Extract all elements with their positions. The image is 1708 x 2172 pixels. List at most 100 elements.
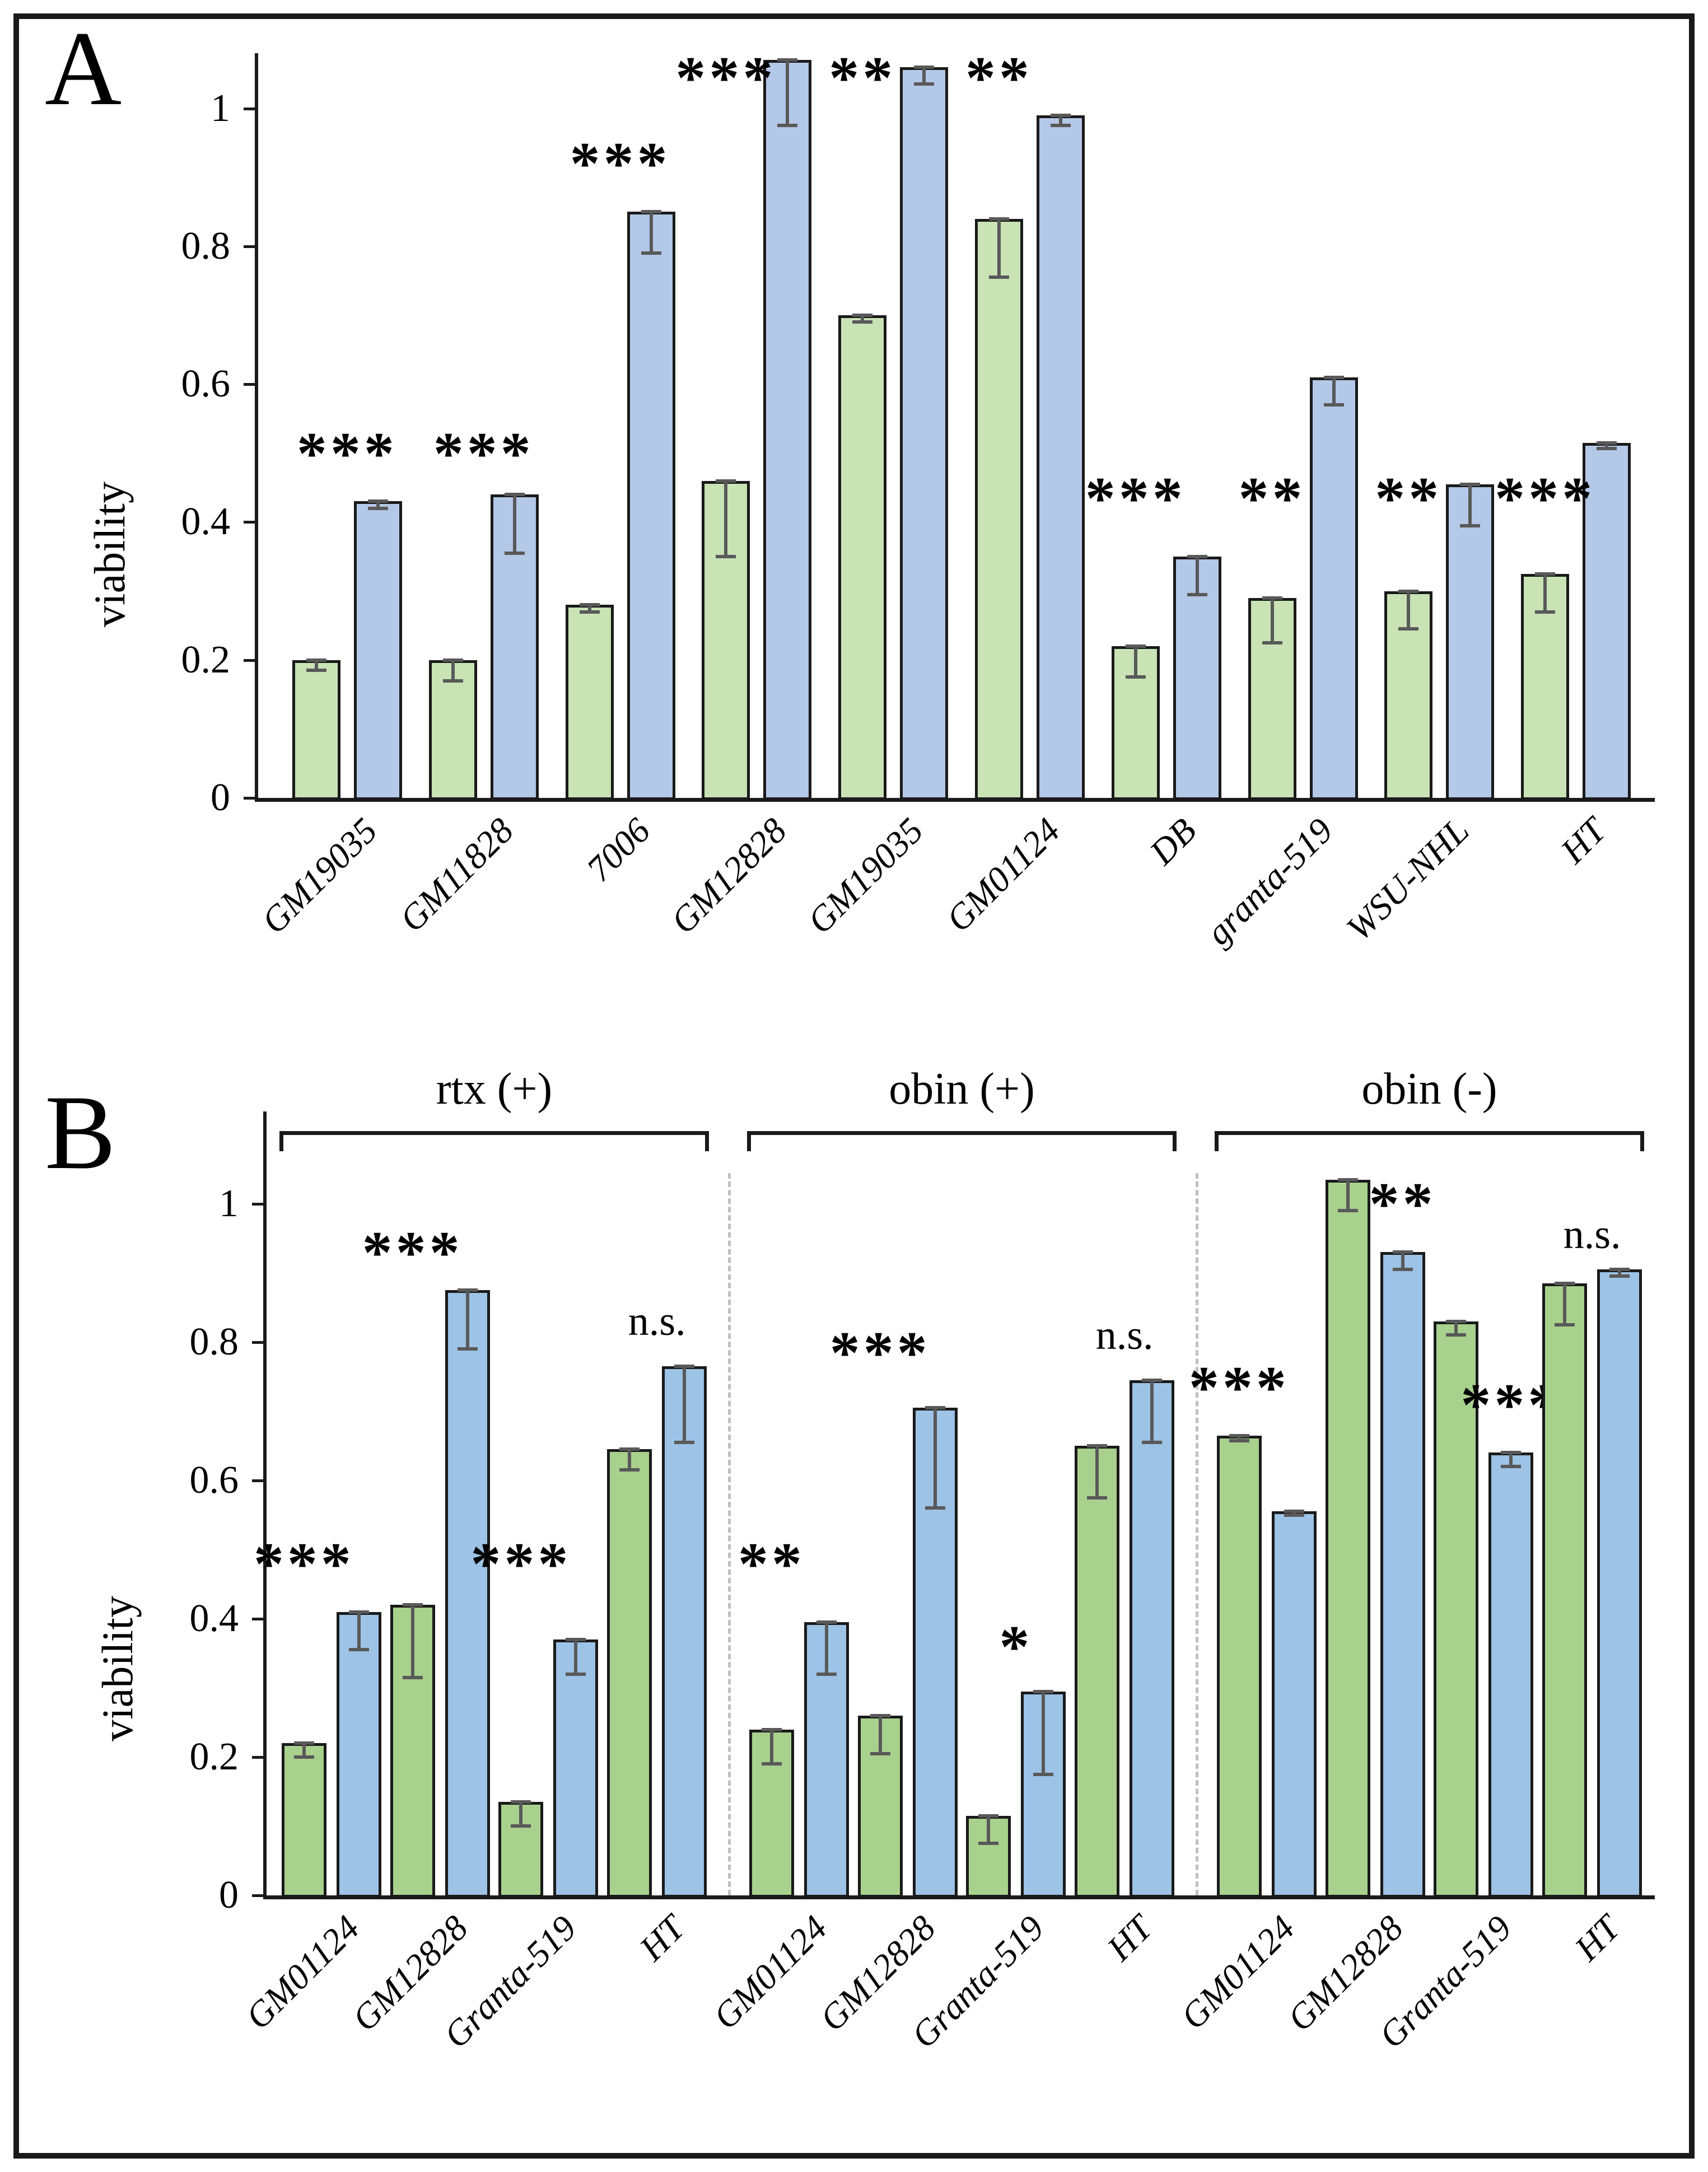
error-bar [1195, 556, 1199, 595]
y-tick-mark [244, 797, 255, 800]
error-bar-cap [1398, 589, 1419, 593]
error-bar [724, 480, 728, 557]
bar [1446, 484, 1495, 800]
bar [1271, 1511, 1317, 1898]
significance-label: *** [1495, 465, 1596, 532]
error-bar-cap [1125, 644, 1146, 648]
significance-label: *** [362, 1219, 463, 1286]
bar [1173, 556, 1221, 800]
error-bar-cap [761, 1727, 782, 1731]
bar [553, 1639, 599, 1898]
error-bar-cap [988, 275, 1009, 279]
error-bar-cap [293, 1755, 314, 1759]
bar [627, 212, 675, 800]
error-bar-cap [566, 1672, 586, 1676]
error-bar [1605, 442, 1609, 449]
error-bar-cap [1033, 1689, 1054, 1693]
y-tick-label: 0.2 [189, 1735, 239, 1778]
error-bar-cap [579, 610, 600, 614]
significance-label: n.s. [1563, 1212, 1621, 1258]
error-bar [1042, 1691, 1046, 1774]
error-bar-cap [442, 679, 463, 683]
bar [1434, 1321, 1479, 1898]
error-bar-cap [914, 82, 935, 86]
y-tick-label: 1 [211, 86, 230, 130]
error-bar [1270, 597, 1274, 643]
error-bar-cap [1460, 524, 1481, 527]
bar [900, 67, 949, 800]
significance-label: ** [1238, 465, 1306, 532]
bar [1583, 442, 1631, 800]
error-bar-cap [457, 1288, 478, 1292]
error-bar-cap [1392, 1268, 1413, 1272]
y-tick-label: 0 [211, 776, 230, 819]
group-bracket [279, 1131, 709, 1151]
error-bar [410, 1605, 414, 1678]
error-bar [1150, 1380, 1154, 1442]
error-bar-cap [619, 1468, 640, 1472]
group-label: obin (-) [1361, 1064, 1497, 1114]
error-bar [302, 1743, 306, 1757]
y-tick-label: 0.4 [181, 500, 231, 544]
error-bar-cap [641, 210, 661, 214]
bar [763, 60, 812, 800]
error-bar-cap [852, 313, 873, 317]
y-tick-mark [252, 1617, 263, 1620]
significance-label: *** [1085, 465, 1186, 532]
error-bar [465, 1290, 469, 1349]
significance-label: *** [433, 420, 534, 487]
error-bar-cap [1284, 1510, 1304, 1514]
error-bar [1095, 1446, 1099, 1498]
group-bracket [1215, 1131, 1644, 1151]
error-bar [1133, 646, 1137, 678]
bar [281, 1743, 326, 1898]
bar [838, 315, 887, 800]
error-bar-cap [870, 1751, 890, 1755]
significance-label: ** [1369, 1171, 1436, 1238]
bar [445, 1290, 490, 1898]
error-bar-cap [1446, 1333, 1467, 1337]
error-bar-cap [1033, 1772, 1054, 1776]
error-bar [878, 1715, 882, 1754]
error-bar [1618, 1269, 1622, 1277]
bar [336, 1612, 381, 1898]
y-tick-label: 0 [219, 1874, 239, 1917]
y-tick-label: 0.2 [181, 638, 231, 681]
x-axis-line [263, 1895, 1655, 1899]
error-bar-cap [1142, 1378, 1163, 1382]
error-bar [574, 1639, 578, 1674]
error-bar-cap [641, 251, 661, 255]
error-bar-cap [761, 1762, 782, 1766]
category-label: HT [1566, 1908, 1628, 1969]
error-bar-cap [674, 1365, 695, 1368]
y-tick-mark [252, 1479, 263, 1482]
significance-label: ** [829, 44, 897, 111]
group-label: rtx (+) [436, 1064, 553, 1114]
y-tick-label: 0.8 [189, 1320, 239, 1363]
error-bar [512, 494, 516, 553]
significance-label: n.s. [1095, 1312, 1154, 1358]
error-bar [1563, 1283, 1567, 1325]
error-bar-cap [1125, 675, 1146, 679]
error-bar-cap [1087, 1444, 1108, 1448]
error-bar [824, 1622, 828, 1674]
error-bar-cap [1398, 627, 1419, 631]
error-bar-cap [816, 1620, 837, 1624]
category-label: HT [631, 1908, 693, 1969]
bar [1542, 1283, 1588, 1898]
significance-label: *** [253, 1530, 354, 1598]
error-bar-cap [1535, 610, 1556, 614]
panel-B-letter: B [45, 1074, 116, 1192]
bar [1075, 1446, 1120, 1898]
panel-A-letter: A [45, 10, 122, 128]
error-bar-cap [925, 1406, 945, 1410]
error-bar-cap [674, 1440, 695, 1444]
error-bar-cap [716, 479, 736, 483]
significance-label: *** [829, 1319, 931, 1386]
error-bar-cap [367, 506, 388, 510]
y-tick-mark [244, 658, 255, 662]
error-bar [1509, 1452, 1513, 1467]
